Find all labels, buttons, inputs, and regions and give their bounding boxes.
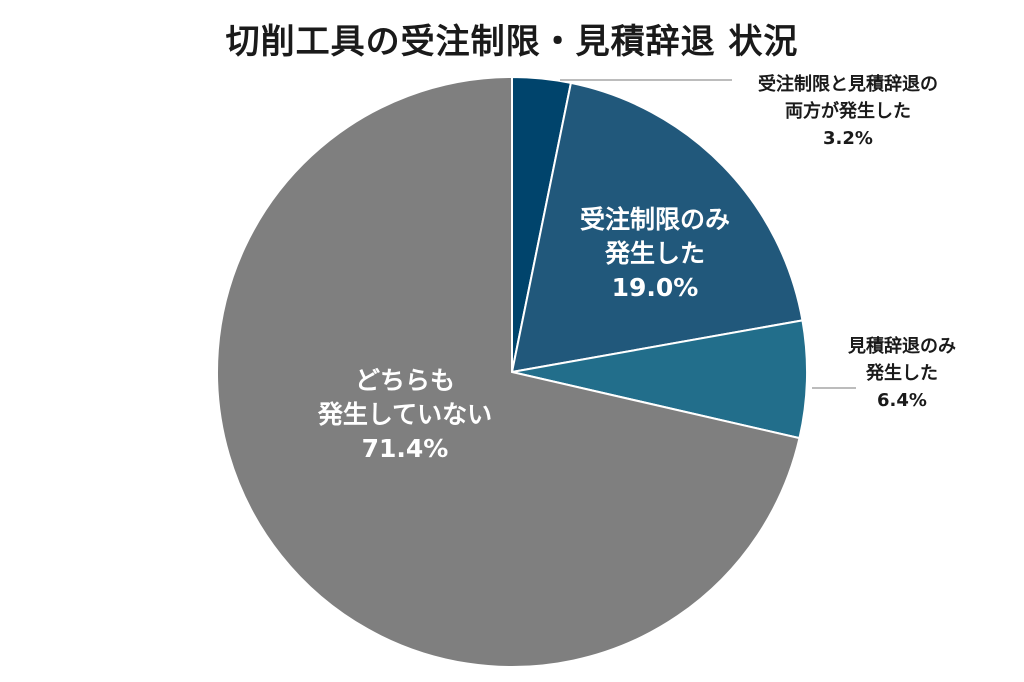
slice-label-2: 受注制限のみ発生した 19.0% <box>580 205 730 302</box>
slice-value-label: 71.4% <box>362 434 449 463</box>
slice-category-label: 発生していない <box>317 400 492 429</box>
slice-label-4: どちらも発生していない 71.4% <box>317 366 492 463</box>
slice-value-label: 3.2% <box>823 128 873 149</box>
chart-title: 切削工具の受注制限・見積辞退 状況 <box>225 22 799 62</box>
slice-value-label: 6.4% <box>877 390 927 411</box>
slice-category-label: どちらも <box>355 366 455 395</box>
slice-category-label: 発生した <box>604 239 705 268</box>
pie-slice-2 <box>510 81 804 374</box>
slice-category-label: 見積辞退のみ <box>847 335 956 357</box>
slice-category-label: 発生した <box>865 362 938 384</box>
slice-category-label: 受注制限のみ <box>580 205 730 234</box>
slice-label-1: 受注制限と見積辞退の両方が発生した 3.2% <box>758 73 938 149</box>
pie-slice-3 <box>511 319 808 440</box>
slice-category-label: 両方が発生した <box>785 100 911 122</box>
pie-slice-4 <box>216 75 801 668</box>
slice-value-label: 19.0% <box>612 273 699 302</box>
slice-label-3: 見積辞退のみ発生した 6.4% <box>847 335 956 411</box>
slice-category-label: 受注制限と見積辞退の <box>758 73 938 95</box>
